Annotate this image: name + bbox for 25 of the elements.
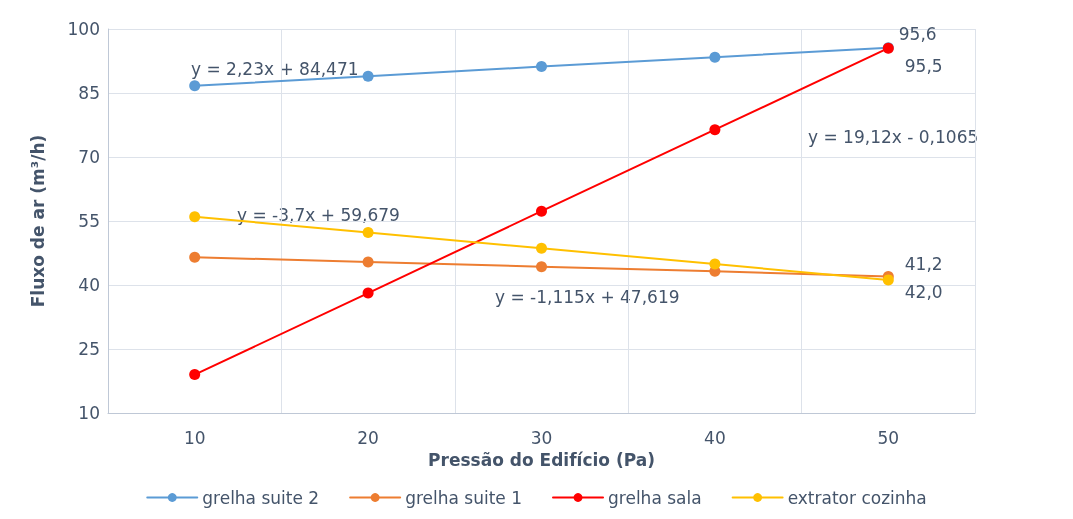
data-label: 95,6 xyxy=(898,23,937,44)
x-axis-title: Pressão do Edifício (Pa) xyxy=(428,449,655,470)
data-label: 95,5 xyxy=(904,56,943,77)
data-label: 41,2 xyxy=(904,253,943,274)
legend-label: extrator cozinha xyxy=(787,487,927,508)
x-tick-label: 10 xyxy=(183,427,206,448)
y-tick-label: 55 xyxy=(78,211,100,231)
legend-label: grelha sala xyxy=(608,487,702,508)
annotation: y = 19,12x - 0,1065 xyxy=(808,126,979,147)
y-tick-label: 85 xyxy=(78,83,100,103)
x-tick-label: 40 xyxy=(704,427,726,448)
annotation: y = 2,23x + 84,471 xyxy=(191,58,359,79)
y-axis-title: Fluxo de ar (m³/h) xyxy=(27,134,48,308)
annotation: y = -1,115x + 47,619 xyxy=(495,286,680,307)
x-tick-label: 50 xyxy=(877,427,900,448)
data-label: 42,0 xyxy=(904,282,943,303)
y-tick-label: 10 xyxy=(78,403,100,423)
y-tick-label: 25 xyxy=(78,339,100,359)
y-tick-label: 40 xyxy=(78,275,100,295)
x-tick-label: 20 xyxy=(357,427,379,448)
legend-label: grelha suite 2 xyxy=(202,487,320,508)
y-tick-label: 100 xyxy=(67,19,100,39)
y-tick-label: 70 xyxy=(78,147,100,167)
x-tick-label: 30 xyxy=(530,427,553,448)
legend-label: grelha suite 1 xyxy=(405,487,523,508)
